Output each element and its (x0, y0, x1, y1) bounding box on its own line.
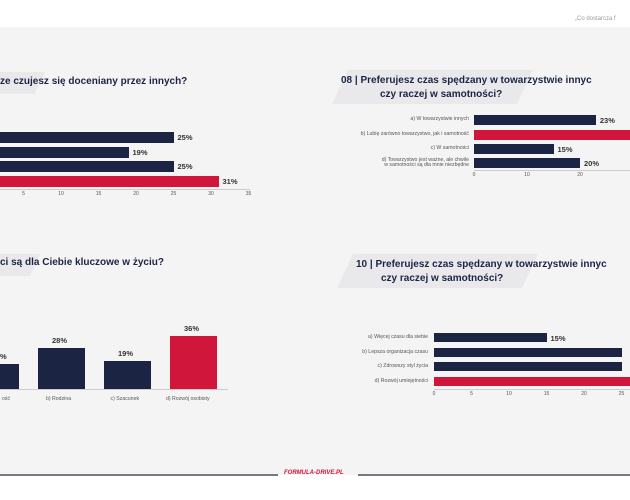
c9-data-label: 19% (118, 349, 134, 359)
c8-bar (474, 115, 596, 125)
c8-tick-label: 0 (472, 172, 476, 178)
c8-bar (474, 130, 630, 140)
c1-tick-label: 35 (245, 191, 252, 197)
c10-axis (434, 389, 630, 390)
c1-data-label: 19% (132, 148, 148, 157)
c1-tick-label: 15 (95, 191, 102, 197)
chart8-title: 08 | Preferujesz czas spędzany w towarzy… (341, 75, 592, 86)
chart10-title-line2: czy raczej w samotności? (381, 273, 504, 284)
header-subtitle: „Co dostarcza f (575, 16, 616, 22)
c10-tick-label: 15 (543, 391, 550, 397)
c1-bar (0, 147, 129, 158)
c10-category-label: b) Lepsza organizacja czasu (362, 348, 428, 355)
c1-axis (0, 189, 250, 190)
slide-background (0, 27, 630, 475)
c10-bar (434, 362, 622, 371)
c10-bar (434, 377, 630, 386)
c10-bar (434, 348, 622, 357)
c1-data-label: 25% (177, 162, 193, 171)
c1-bar (0, 132, 174, 143)
c10-category-label: a) Więcej czasu dla siebie (368, 333, 428, 340)
c8-data-label: 20% (584, 159, 600, 168)
c9-bar (37, 347, 85, 389)
c8-category-label: d) Towarzystwo jest ważne, ale chwile w … (381, 156, 469, 168)
c9-category-label: d) Rozwój osobisty (166, 396, 210, 402)
c8-data-label: 15% (557, 145, 573, 154)
c1-bar (0, 176, 219, 187)
chart9-title: ci są dla Ciebie kluczowe w życiu? (0, 257, 164, 268)
chart1-title: ze czujesz się doceniany przez innych? (0, 76, 188, 87)
footer-logo: FORMULA-DRIVE.PL (284, 470, 344, 476)
c9-category-label: c) Szacunek (110, 396, 140, 402)
c10-tick-label: 20 (581, 391, 587, 397)
c10-bar (434, 333, 547, 342)
c10-tick-label: 10 (506, 391, 512, 397)
c9-category-label: ość (2, 396, 11, 402)
c10-tick-label: 0 (432, 391, 436, 397)
c9-bar (169, 336, 217, 389)
c9-data-label: 28% (52, 335, 68, 345)
c9-data-label: 36% (184, 324, 200, 334)
chart8-title-line2: czy raczej w samotności? (380, 89, 503, 100)
c10-category-label: c) Zdrowszy styl życia (377, 362, 428, 369)
c8-bar (474, 158, 580, 168)
c8-tick-label: 10 (524, 172, 530, 178)
c9-axis (0, 389, 228, 390)
c9-bar (103, 361, 151, 389)
c9-category-label: b) Rodzina (46, 396, 72, 402)
c8-bar (474, 144, 554, 154)
c1-tick-label: 10 (58, 191, 64, 197)
c1-tick-label: 5 (22, 191, 25, 197)
c10-tick-label: 5 (470, 391, 473, 397)
c10-data-label: 15% (550, 334, 566, 343)
c8-category-label: a) W towarzystwie innych (410, 116, 469, 123)
c1-data-label: 25% (177, 133, 193, 142)
c9-bar (0, 364, 19, 389)
c10-category-label: d) Rozwój umiejętności (374, 377, 428, 384)
chart10-title: 10 | Preferujesz czas spędzany w towarzy… (356, 259, 607, 270)
c8-data-label: 23% (599, 116, 615, 125)
c9-data-label: % (0, 352, 7, 361)
c1-tick-label: 25 (170, 191, 177, 197)
footer-line-right (358, 474, 630, 476)
c10-tick-label: 25 (618, 391, 625, 397)
c1-tick-label: 30 (208, 191, 214, 197)
c8-axis (474, 170, 630, 171)
c8-tick-label: 20 (577, 172, 583, 178)
footer-line-left (0, 474, 278, 476)
c8-category-label: c) W samotności (430, 145, 469, 152)
c1-tick-label: 20 (133, 191, 139, 197)
c1-bar (0, 161, 174, 172)
c8-category-label: b) Lubię zarówno towarzystwo, jak i samo… (360, 131, 469, 138)
c1-data-label: 31% (222, 177, 238, 186)
